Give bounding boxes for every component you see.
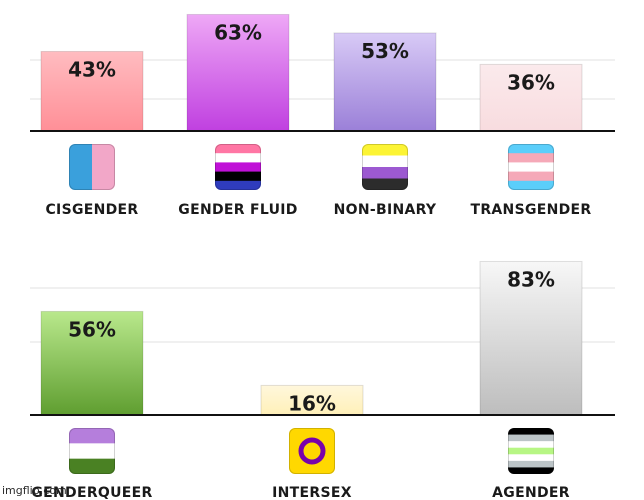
genderfluid-flag-icon [215,144,261,190]
nonbinary-flag-icon [362,144,408,190]
category-label: AGENDER [492,485,570,500]
bar-gender-fluid [186,13,290,132]
value-label: 16% [288,391,336,415]
bar-cisgender [40,50,144,132]
value-label: 56% [68,317,116,341]
bar-non-binary [333,32,437,132]
category-label: NON-BINARY [334,202,437,218]
transgender-flag-icon [508,144,554,190]
value-label: 36% [507,70,555,94]
value-label: 83% [507,267,555,291]
category-label: TRANSGENDER [470,202,591,218]
value-label: 63% [214,20,262,44]
chart-bottom: 56% GENDERQUEER 16% INTERSEX 83% AGENDER [30,260,615,500]
chart-top: 43% CISGENDER 63% GENDER FLUID 53% NON-BINARY… [30,13,615,218]
category-label: GENDER FLUID [178,202,297,218]
value-label: 43% [68,57,116,81]
genderqueer-flag-icon [69,428,115,474]
category-label: CISGENDER [45,202,138,218]
value-label: 53% [361,39,409,63]
bar-transgender [479,63,583,132]
bar-genderqueer [40,310,144,416]
intersex-flag-icon [289,428,335,474]
cisgender-flag-icon [69,144,115,190]
agender-flag-icon [508,428,554,474]
category-label: INTERSEX [272,485,352,500]
category-label: GENDERQUEER [31,485,152,500]
watermark: imgflip.com [2,484,67,497]
bar-intersex [260,384,364,416]
